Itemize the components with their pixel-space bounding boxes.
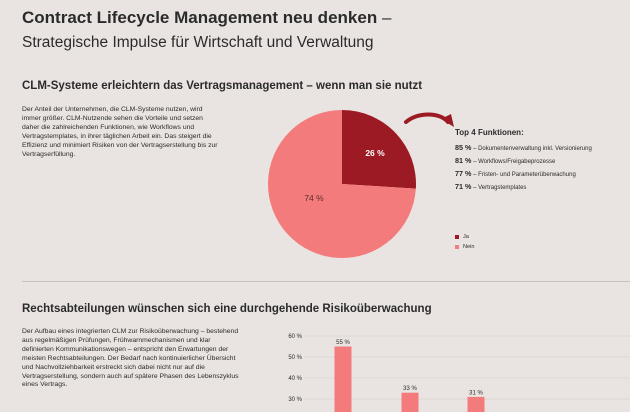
bar-value-label: 31 % [469, 390, 483, 396]
pie-label-nein: 74 % [304, 193, 324, 203]
bar-chart: 30 % 40 % 50 % 60 % 55 % 33 % 31 % [288, 334, 630, 412]
section-divider [22, 281, 630, 282]
feature-item: 85 % – Dokumentenverwaltung inkl. Versio… [455, 143, 592, 152]
legend-swatch-ja [455, 235, 459, 239]
pie-legend: Ja Nein [455, 232, 475, 252]
y-tick-label: 60 % [288, 334, 302, 340]
section1-heading: CLM-Systeme erleichtern das Vertragsmana… [22, 80, 423, 92]
bar [401, 392, 419, 412]
page-subtitle: Strategische Impulse für Wirtschaft und … [22, 34, 374, 51]
feature-item: 77 % – Fristen- und Parameterüberwachung [455, 169, 576, 178]
title-text: Contract Lifecycle Management neu denken [22, 8, 378, 27]
y-tick-label: 30 % [288, 397, 302, 403]
features-box: Top 4 Funktionen: 85 % – Dokumentenverwa… [455, 128, 625, 194]
pie-chart: 26 % 74 % [268, 110, 454, 258]
bar-value-label: 55 % [336, 340, 350, 346]
arrow-head-icon [441, 114, 454, 127]
bar-value-label: 33 % [403, 386, 417, 392]
legend-item-nein: Nein [455, 242, 475, 252]
feature-item: 81 % – Workflows/Freigabeprozesse [455, 156, 556, 165]
y-tick-label: 50 % [288, 355, 302, 361]
pie-slice-ja [342, 110, 416, 189]
features-title: Top 4 Funktionen: [455, 128, 524, 137]
page-title: Contract Lifecycle Management neu denken… [22, 8, 391, 28]
arrow-icon [404, 112, 450, 124]
y-tick-label: 40 % [288, 376, 302, 382]
feature-item: 71 % – Vertragstemplates [455, 182, 527, 191]
bar [467, 396, 485, 412]
section2-heading: Rechtsabteilungen wünschen sich eine dur… [22, 303, 432, 315]
section1-paragraph: Der Anteil der Unternehmen, die CLM-Syst… [22, 106, 218, 158]
pie-label-ja: 26 % [365, 148, 385, 158]
bar [334, 346, 352, 412]
legend-swatch-nein [455, 245, 459, 249]
section2-paragraph: Der Aufbau eines integrierten CLM zur Ri… [22, 328, 239, 389]
title-dash: – [381, 8, 392, 27]
pie-slice-nein [268, 110, 416, 258]
legend-item-ja: Ja [455, 232, 475, 242]
